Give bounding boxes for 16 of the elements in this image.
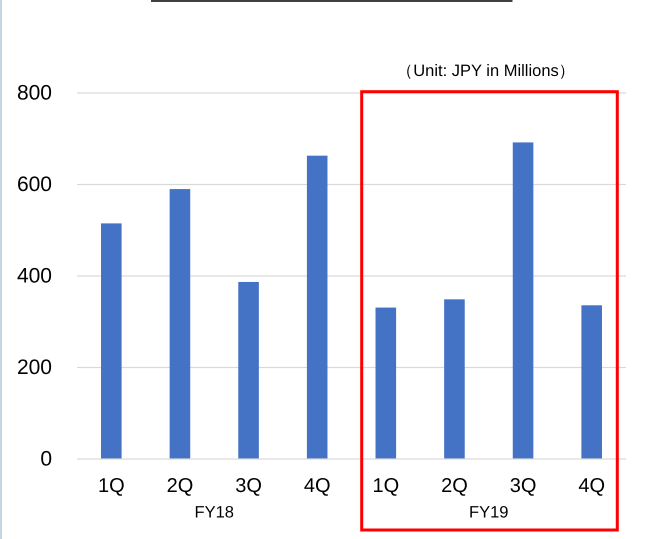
x-tick-label: 1Q (98, 475, 125, 497)
y-tick-label: 200 (16, 356, 52, 379)
x-tick-label: 3Q (235, 475, 262, 497)
x-tick-label: 2Q (441, 475, 468, 497)
x-tick-label: 4Q (578, 475, 606, 497)
x-tick-label: 4Q (304, 475, 331, 497)
y-tick-label: 400 (16, 264, 52, 288)
x-tick-label: 3Q (510, 475, 536, 497)
y-tick-label: 800 (16, 82, 52, 104)
x-tick-label: 1Q (372, 475, 400, 497)
y-tick-label: 0 (40, 448, 52, 470)
chart-subtitle: （Unit: JPY in Millions） (396, 62, 576, 80)
x-tick-label: 2Q (166, 475, 194, 497)
y-tick-label: 600 (16, 173, 52, 196)
text: FY18 (194, 504, 234, 522)
text: FY19 (469, 504, 508, 522)
